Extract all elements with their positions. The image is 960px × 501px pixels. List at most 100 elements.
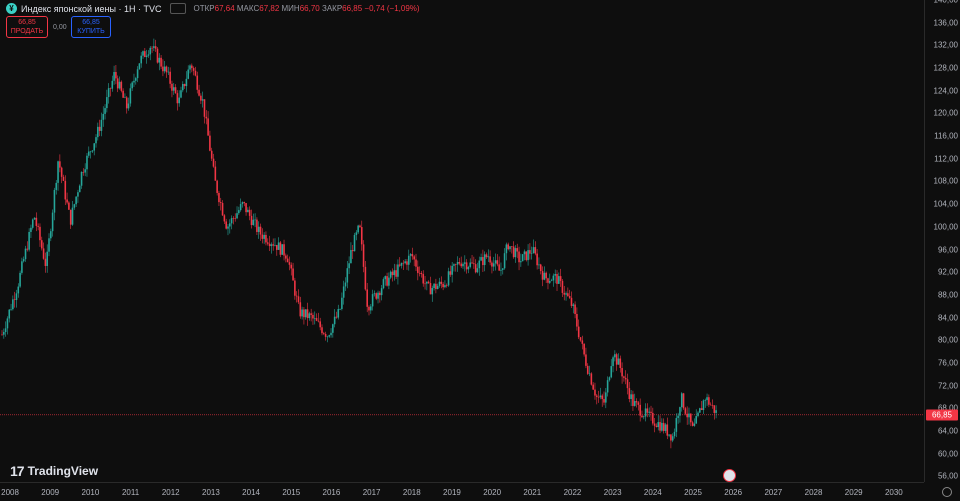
candle-body [445,285,448,286]
x-tick-label: 2026 [724,488,743,497]
candle-body [12,299,14,310]
candle-body [444,285,446,288]
candle-body [131,82,133,89]
candle-body [149,47,152,55]
candle-body [288,262,291,265]
candle-body [324,333,327,337]
y-tick-label: 80,00 [937,335,958,345]
candle-body [196,75,199,90]
candle-body [612,357,614,367]
candle-body [702,400,705,411]
candle-body [312,314,314,319]
candle-body [653,423,656,426]
candle-body [10,309,12,310]
candle-body [469,262,472,267]
price-chart[interactable]: ¥ Индекс японской иены · 1Н · TVC ОТКР67… [0,0,924,482]
candle-body [171,83,173,91]
candle-body [239,204,242,211]
candle-body [509,246,511,250]
candle-body [556,273,558,284]
candle-body [281,244,284,255]
candle-body [24,248,27,260]
sell-button[interactable]: 66,85 ПРОДАТЬ [6,16,48,38]
candle-body [404,261,406,264]
buy-button[interactable]: 66,85 КУПИТЬ [71,16,111,38]
candle-body [144,51,146,58]
candle-body [451,265,453,275]
candle-body [250,215,253,226]
candle-body [346,268,349,283]
candle-body [402,262,405,264]
candle-body [57,161,59,183]
candle-body [576,313,578,327]
y-tick-label: 96,00 [937,245,958,254]
candle-body [1,334,3,336]
candle-body [261,234,264,239]
candle-body [435,283,437,289]
candle-body [375,293,378,299]
candle-body [708,397,710,405]
candle-body [539,264,542,272]
candle-body [355,232,358,235]
time-axis[interactable]: 2008 2009 2010 2011 2012 2013 2014 2015 2016 2017… [0,482,924,501]
candle-body [185,78,188,87]
candle-body [529,250,531,254]
eye-icon[interactable] [169,3,186,14]
candle-body [438,281,441,286]
candle-body [523,251,526,255]
candle-body [268,243,271,247]
candle-body [418,272,421,274]
tradingview-logo[interactable]: 17 TradingView [10,463,98,479]
symbol-title[interactable]: Индекс японской иены · 1Н · TVC [21,3,162,14]
economic-event-icon[interactable] [723,469,736,482]
sell-price: 66,85 [18,19,36,26]
candle-body [370,306,372,311]
candle-body [691,422,694,426]
y-tick-label: 100,00 [933,222,958,232]
candle-body [512,246,515,258]
candle-body [639,404,641,416]
candle-body [496,260,499,265]
candle-body [498,264,500,271]
candle-body [31,219,34,228]
candle-body [136,69,139,79]
tradingview-wordmark: TradingView [27,464,99,478]
candle-body [59,161,61,168]
candle-body [648,411,651,413]
candle-body [462,263,464,267]
y-tick-label: 128,00 [933,63,958,73]
candle-body [592,384,594,390]
candle-body [3,332,5,335]
candle-body [538,264,540,266]
symbol-yen-icon[interactable]: ¥ [6,3,17,14]
candle-body [689,413,692,423]
candle-body [315,318,318,321]
candlestick-plot[interactable] [0,0,924,482]
candle-body [565,293,567,295]
x-tick-label: 2020 [483,488,502,497]
candle-body [111,80,114,89]
candle-body [133,80,135,83]
candle-body [550,280,553,282]
buy-label: КУПИТЬ [77,28,105,35]
candle-body [715,410,717,413]
candle-body [391,271,394,276]
price-axis[interactable]: 56,00 60,00 64,00 68,00 72,00 76,00 80,00 84,00… [924,0,960,482]
settings-gear-icon[interactable] [942,487,952,497]
candle-body [373,293,376,295]
candle-body [172,87,175,91]
candle-body [145,55,148,58]
candle-body [588,373,591,375]
candle-body [321,327,323,334]
candle-body [93,143,96,151]
y-tick-label: 88,00 [937,290,958,300]
candle-body [579,337,582,341]
candle-body [382,279,385,289]
candle-body [328,335,331,337]
candle-body [299,302,302,317]
candle-body [521,254,524,262]
candle-body [165,66,168,73]
candle-body [214,166,217,181]
candle-body [659,422,661,431]
candle-body [163,66,166,72]
